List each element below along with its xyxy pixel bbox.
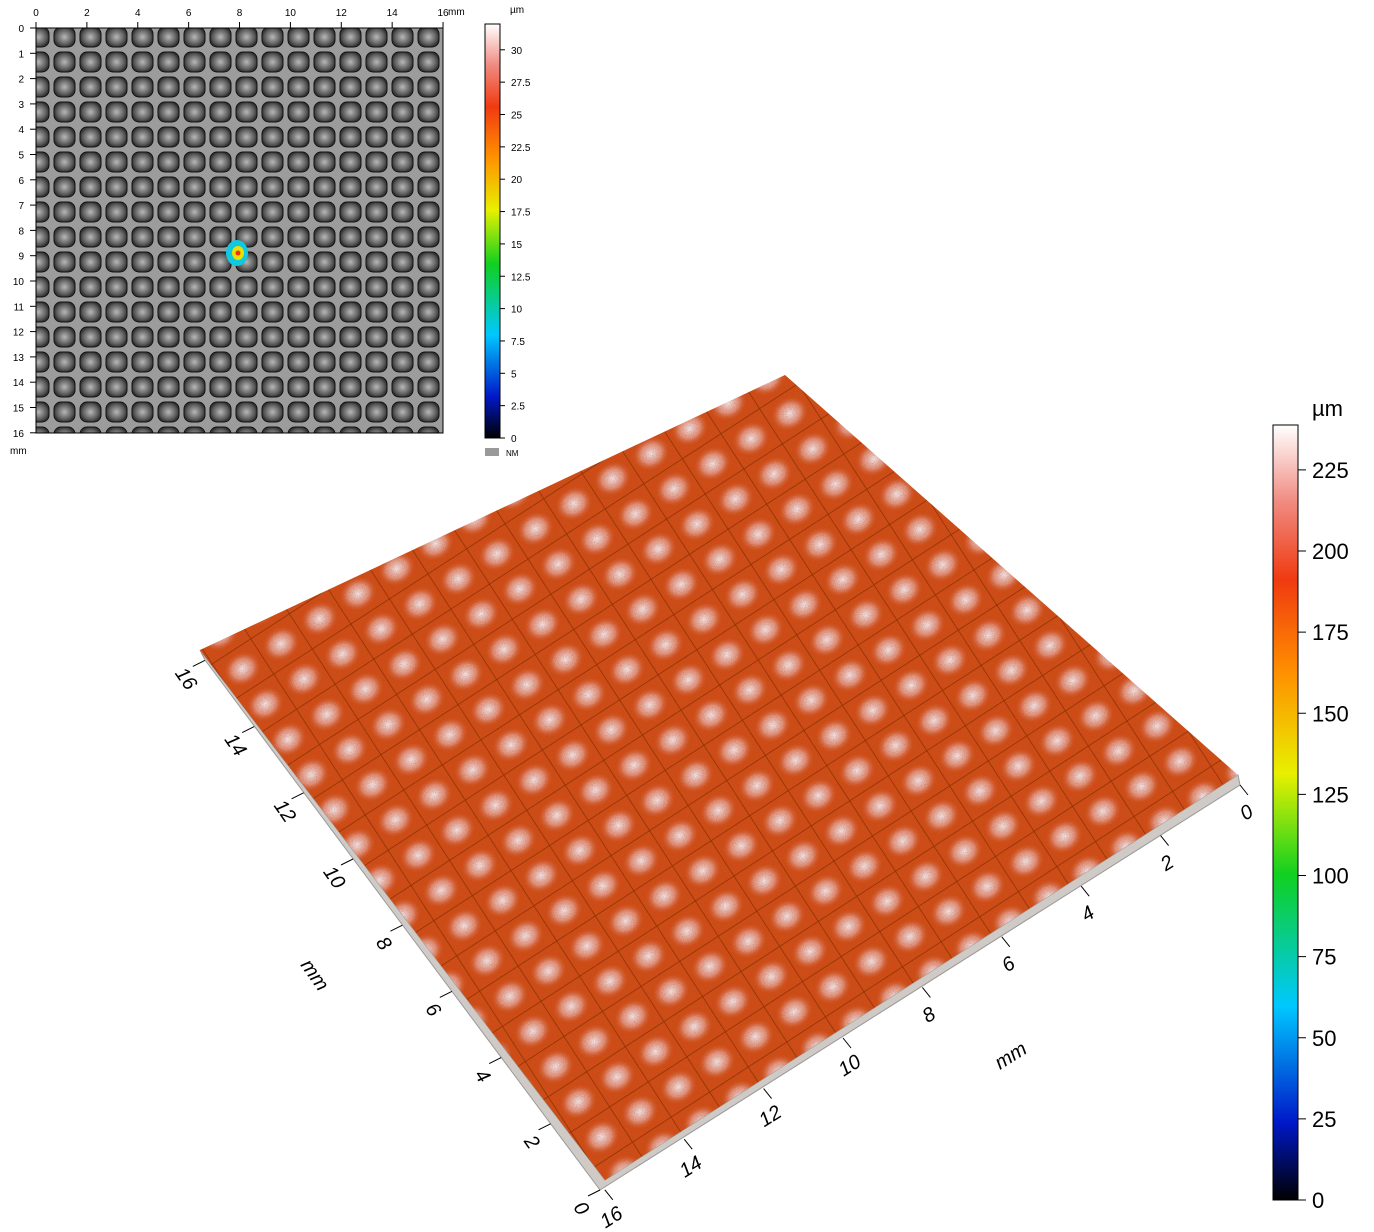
nm-label: NM bbox=[506, 449, 519, 458]
x-tick-label: 4 bbox=[135, 8, 141, 19]
y-tick-label: 3 bbox=[18, 100, 24, 111]
right-axis-label: 12 bbox=[755, 1101, 786, 1131]
colorbar-tick-label: 2.5 bbox=[511, 402, 525, 413]
right-axis-tick bbox=[605, 1190, 613, 1200]
colorbar-tick-label: 75 bbox=[1312, 945, 1336, 970]
y-tick-label: 10 bbox=[13, 277, 25, 288]
colorbar-3d bbox=[1273, 425, 1298, 1200]
right-axis-label: 14 bbox=[676, 1152, 707, 1182]
right-axis-label: 16 bbox=[596, 1202, 627, 1232]
x-tick-label: 14 bbox=[387, 8, 399, 19]
colorbar-tick-label: 22.5 bbox=[511, 143, 531, 154]
x-unit: mm bbox=[448, 7, 465, 18]
right-axis-unit: mm bbox=[991, 1038, 1031, 1074]
right-axis-tick bbox=[1240, 785, 1248, 795]
colorbar-tick-label: 100 bbox=[1312, 864, 1349, 889]
y-tick-label: 14 bbox=[13, 378, 25, 389]
left-axis-tick bbox=[440, 991, 452, 997]
left-axis-tick bbox=[588, 1190, 600, 1196]
left-axis-tick bbox=[242, 727, 254, 733]
right-axis-label: 10 bbox=[835, 1051, 866, 1081]
spot-peak bbox=[236, 251, 241, 256]
colorbar-tick-label: 150 bbox=[1312, 701, 1349, 726]
left-axis-tick bbox=[193, 660, 205, 666]
right-axis-label: 0 bbox=[1236, 801, 1257, 826]
colorbar-tick-label: 0 bbox=[511, 434, 517, 445]
nm-swatch bbox=[485, 448, 499, 456]
y-tick-label: 5 bbox=[18, 151, 24, 162]
colorbar-tick-label: 200 bbox=[1312, 539, 1349, 564]
colorbar-tick-label: 30 bbox=[511, 46, 523, 57]
y-tick-label: 1 bbox=[18, 49, 24, 60]
right-axis-tick bbox=[684, 1139, 692, 1149]
left-axis-tick bbox=[489, 1058, 501, 1064]
y-tick-label: 15 bbox=[13, 404, 25, 415]
left-axis-tick bbox=[341, 859, 353, 865]
left-axis-label: 14 bbox=[220, 730, 251, 761]
left-axis-unit: mm bbox=[296, 955, 333, 995]
colorbar-tick-label: 10 bbox=[511, 305, 523, 316]
figure: mm mm µm NM mm mm µm 0246810121416012345… bbox=[0, 0, 1374, 1232]
colorbar-tick-label: 20 bbox=[511, 175, 523, 186]
colorbar-tick-label: 225 bbox=[1312, 458, 1349, 483]
colorbar-2d bbox=[485, 24, 500, 438]
y-tick-label: 4 bbox=[18, 125, 24, 136]
right-axis-tick bbox=[764, 1089, 772, 1099]
colorbar-tick-label: 7.5 bbox=[511, 337, 525, 348]
colorbar-tick-label: 125 bbox=[1312, 782, 1349, 807]
y-tick-label: 12 bbox=[13, 328, 25, 339]
right-axis-label: 4 bbox=[1077, 902, 1098, 927]
left-axis-tick bbox=[539, 1124, 551, 1130]
colorbar-tick-label: 50 bbox=[1312, 1026, 1336, 1051]
right-axis-label: 8 bbox=[919, 1003, 940, 1028]
height-map bbox=[36, 28, 443, 433]
x-tick-label: 16 bbox=[437, 8, 449, 19]
left-axis-label: 6 bbox=[421, 999, 446, 1021]
colorbar-tick-label: 0 bbox=[1312, 1188, 1324, 1213]
x-tick-label: 2 bbox=[84, 8, 90, 19]
colorbar-tick-label: 25 bbox=[1312, 1107, 1336, 1132]
left-axis-label: 0 bbox=[569, 1198, 593, 1220]
y-tick-label: 7 bbox=[18, 201, 24, 212]
right-axis-label: 6 bbox=[998, 952, 1020, 977]
right-axis-label: 2 bbox=[1156, 851, 1178, 876]
surface bbox=[200, 375, 1238, 1180]
colorbar-tick-label: 27.5 bbox=[511, 78, 531, 89]
x-tick-label: 6 bbox=[186, 8, 192, 19]
right-axis-tick bbox=[1161, 836, 1169, 846]
left-axis-tick bbox=[390, 925, 402, 931]
colorbar-tick-label: 12.5 bbox=[511, 272, 531, 283]
left-axis-label: 12 bbox=[269, 796, 300, 827]
right-axis-tick bbox=[1081, 886, 1089, 896]
colorbar-tick-label: 15 bbox=[511, 240, 523, 251]
left-axis-label: 16 bbox=[170, 664, 201, 696]
x-tick-label: 0 bbox=[33, 8, 39, 19]
left-axis-label: 2 bbox=[519, 1131, 544, 1154]
colorbar-tick-label: 5 bbox=[511, 369, 517, 380]
left-axis-label: 4 bbox=[470, 1065, 494, 1087]
right-axis-tick bbox=[922, 987, 930, 997]
y-unit: mm bbox=[10, 446, 27, 457]
y-tick-label: 2 bbox=[18, 75, 24, 86]
y-tick-label: 13 bbox=[13, 353, 25, 364]
colorbar-unit: µm bbox=[1312, 396, 1343, 421]
y-tick-label: 16 bbox=[13, 429, 25, 440]
colorbar-tick-label: 25 bbox=[511, 111, 523, 122]
y-tick-label: 9 bbox=[18, 252, 24, 263]
x-tick-label: 12 bbox=[336, 8, 348, 19]
y-tick-label: 0 bbox=[18, 24, 24, 35]
right-axis-tick bbox=[843, 1038, 851, 1048]
colorbar-tick-label: 17.5 bbox=[511, 208, 531, 219]
y-tick-label: 11 bbox=[14, 302, 25, 313]
y-tick-label: 6 bbox=[18, 176, 24, 187]
left-axis-tick bbox=[292, 793, 304, 799]
colorbar-tick-label: 175 bbox=[1312, 620, 1349, 645]
x-tick-label: 8 bbox=[237, 8, 243, 19]
right-axis-tick bbox=[1002, 937, 1010, 947]
y-tick-label: 8 bbox=[18, 226, 24, 237]
colorbar-unit: µm bbox=[510, 5, 524, 16]
left-axis-label: 8 bbox=[371, 933, 395, 955]
left-axis-label: 10 bbox=[319, 862, 350, 893]
x-tick-label: 10 bbox=[285, 8, 297, 19]
